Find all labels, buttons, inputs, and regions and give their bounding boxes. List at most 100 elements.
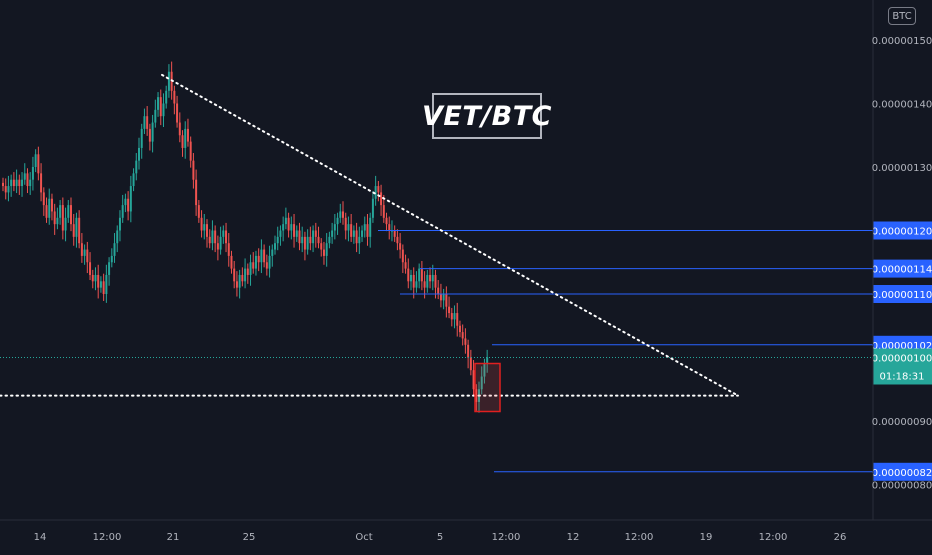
candle-body (439, 294, 442, 301)
candle-body (407, 268, 410, 282)
candle (301, 226, 304, 253)
candle-body (189, 141, 192, 161)
candle (37, 146, 40, 181)
candle (151, 114, 154, 153)
candle-body (320, 243, 323, 250)
candle-body (195, 179, 198, 206)
candle-body (197, 205, 200, 218)
candle-body (94, 274, 97, 282)
candle-body (178, 122, 181, 136)
candle-body (426, 274, 429, 288)
candle-body (249, 262, 252, 275)
candle-body (230, 255, 233, 269)
candle (276, 226, 279, 251)
candle (252, 252, 255, 274)
candle (453, 305, 456, 329)
candle (472, 360, 475, 397)
candle (121, 194, 124, 223)
candle-body (410, 274, 412, 282)
candle (233, 260, 236, 289)
candle (138, 137, 140, 170)
candle-body (219, 236, 222, 250)
candle-body (448, 306, 451, 314)
candle (105, 264, 108, 303)
candle (244, 258, 247, 289)
candle-body (361, 230, 364, 237)
candle (467, 339, 470, 369)
candle-body (366, 224, 369, 237)
candle-body (238, 274, 241, 288)
candle-body (186, 128, 189, 142)
level-label: 0.00000082 (872, 468, 932, 479)
candle (176, 95, 179, 128)
candle (21, 172, 24, 197)
candle (181, 130, 184, 157)
candle (263, 244, 266, 268)
last-price-label: 0.00000100 (872, 354, 932, 365)
candle-body (72, 224, 75, 237)
candle-body (113, 243, 116, 256)
candle (415, 271, 418, 293)
x-tick-label: 25 (243, 532, 256, 543)
candle-body (154, 109, 157, 123)
candle (355, 222, 358, 253)
candle (437, 280, 440, 300)
candle (246, 263, 249, 284)
horizontal-levels: 0.00000120 0.00000114 0.00000110 0.00000102… (0, 221, 932, 481)
candle-body (322, 249, 325, 256)
candle (83, 244, 86, 265)
candle-body (140, 128, 143, 148)
candle-body (464, 338, 467, 345)
candle (219, 226, 222, 255)
candle (456, 302, 459, 337)
candle-body (116, 230, 119, 244)
candle-body (78, 217, 81, 244)
candle (314, 222, 317, 248)
candle (336, 212, 339, 235)
y-tick-label: 0.00000130 (872, 163, 932, 174)
candle (42, 187, 45, 216)
candle (442, 288, 445, 310)
candle (230, 250, 233, 274)
candle-body (314, 230, 317, 237)
candle-body (293, 224, 296, 237)
candle-body (233, 268, 236, 282)
candle (78, 210, 81, 249)
candle-body (127, 198, 130, 212)
candle (2, 177, 4, 192)
candle (325, 233, 328, 267)
candle-body (110, 255, 113, 263)
candle-body (336, 217, 339, 225)
candle-body (12, 179, 15, 187)
chart-title: VET/BTC (422, 93, 551, 139)
candle (59, 200, 62, 225)
candle-body (10, 179, 13, 187)
candle-body (350, 224, 353, 237)
candle-body (385, 217, 388, 225)
candle-body (105, 274, 108, 294)
candle (399, 233, 402, 259)
candle (418, 263, 421, 289)
level-label-bg (873, 285, 932, 303)
candle (260, 239, 263, 274)
candle (363, 216, 366, 238)
candle (56, 207, 59, 230)
candle-body (45, 205, 48, 218)
candle (15, 169, 18, 194)
candle (70, 197, 72, 232)
candle (361, 225, 364, 242)
candle-body (53, 211, 56, 225)
countdown-label: 01:18:31 (880, 372, 925, 383)
candle-body (371, 198, 374, 218)
candle-body (442, 294, 445, 301)
candle-body (173, 90, 176, 104)
candle-body (284, 217, 287, 225)
currency-badge[interactable]: BTC (888, 7, 916, 25)
candle (53, 203, 56, 235)
candle (469, 349, 472, 376)
candle-body (303, 236, 306, 250)
candle-body (333, 224, 336, 231)
candle-body (181, 135, 184, 148)
